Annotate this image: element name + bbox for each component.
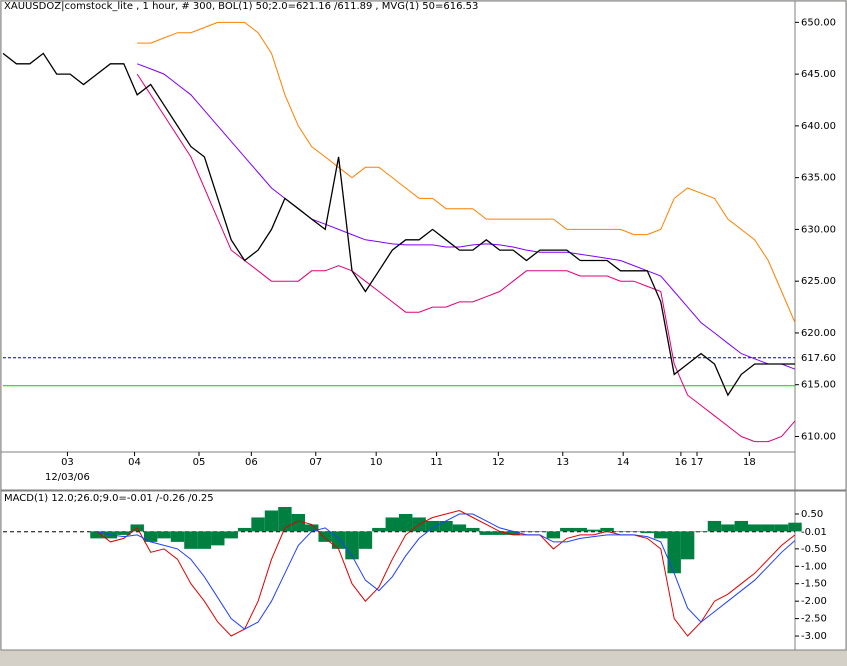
histogram-bar bbox=[291, 513, 306, 532]
histogram-bar bbox=[358, 531, 373, 549]
histogram-bar bbox=[372, 527, 386, 532]
x-tick-label: 10 bbox=[370, 457, 383, 468]
histogram-bar bbox=[774, 524, 789, 532]
x-tick-label: 16 bbox=[675, 457, 688, 468]
y-tick-label: 650.00 bbox=[801, 17, 836, 28]
histogram-bar bbox=[211, 531, 225, 546]
histogram-bar bbox=[546, 531, 561, 539]
histogram-bar bbox=[519, 531, 534, 532]
x-tick-label: 17 bbox=[691, 457, 704, 468]
header-text: /0.25 bbox=[188, 493, 214, 504]
histogram-bar bbox=[305, 524, 319, 532]
y-tick-label: -1.50 bbox=[801, 579, 827, 590]
indicator-line bbox=[137, 21, 796, 323]
histogram-bar bbox=[694, 531, 708, 532]
y-tick-label: -2.50 bbox=[801, 614, 827, 625]
histogram-bar bbox=[399, 513, 413, 532]
x-tick-label: 03 bbox=[61, 457, 74, 468]
histogram-bar bbox=[170, 531, 185, 542]
x-tick-label: 04 bbox=[128, 457, 141, 468]
y-tick-label: 615.00 bbox=[801, 380, 836, 391]
histogram-bar bbox=[680, 531, 695, 560]
histogram-bar bbox=[721, 524, 735, 532]
histogram-bar bbox=[278, 506, 292, 532]
x-tick-label: 06 bbox=[245, 457, 258, 468]
indicator-line bbox=[137, 63, 796, 370]
price-label: 617.60 bbox=[801, 353, 836, 364]
histogram-bar bbox=[197, 531, 212, 549]
histogram-bar bbox=[264, 510, 279, 532]
histogram-bar bbox=[466, 527, 480, 532]
y-tick-label: -3.00 bbox=[801, 631, 827, 642]
histogram-bar bbox=[492, 531, 507, 535]
histogram-bar bbox=[331, 531, 346, 549]
y-tick-label: 640.00 bbox=[801, 121, 836, 132]
histogram-bar bbox=[533, 531, 547, 532]
y-tick-label: -1.00 bbox=[801, 561, 827, 572]
histogram-bar bbox=[748, 524, 762, 532]
histogram-bar bbox=[318, 531, 332, 542]
histogram-bar bbox=[439, 520, 453, 532]
header-text: /-0.26 bbox=[156, 493, 185, 504]
y-tick-label: 625.00 bbox=[801, 276, 836, 287]
date-label: 12/03/06 bbox=[45, 472, 90, 483]
histogram-bar bbox=[479, 531, 493, 535]
y-tick-label: 610.00 bbox=[801, 431, 836, 442]
histogram-bar bbox=[734, 520, 749, 532]
histogram-bar bbox=[600, 527, 614, 532]
histogram-bar bbox=[761, 524, 775, 532]
x-tick-label: 11 bbox=[430, 457, 443, 468]
histogram-bar bbox=[237, 527, 252, 532]
y-tick-label: -2.00 bbox=[801, 596, 827, 607]
histogram-bar bbox=[788, 522, 802, 532]
histogram-bar bbox=[654, 531, 668, 539]
y-tick-label: 635.00 bbox=[801, 173, 836, 184]
x-tick-label: 14 bbox=[617, 457, 630, 468]
macd-line bbox=[96, 513, 796, 630]
histogram-bar bbox=[90, 531, 104, 539]
histogram-bar bbox=[573, 527, 587, 532]
histogram-bar bbox=[157, 531, 171, 539]
y-tick-label: 645.00 bbox=[801, 69, 836, 80]
x-tick-label: 18 bbox=[743, 457, 756, 468]
macd-panel bbox=[0, 490, 847, 651]
x-tick-label: 07 bbox=[309, 457, 322, 468]
histogram-bar bbox=[560, 527, 574, 532]
histogram-bar bbox=[506, 531, 520, 535]
x-tick-label: 12 bbox=[492, 457, 505, 468]
histogram-bar bbox=[667, 531, 681, 574]
histogram-bar bbox=[345, 531, 359, 560]
histogram-bar bbox=[613, 531, 628, 532]
histogram-bar bbox=[586, 529, 601, 532]
histogram-bar bbox=[251, 517, 265, 532]
x-tick-label: 05 bbox=[193, 457, 206, 468]
histogram-bar bbox=[224, 531, 238, 539]
macd-line bbox=[96, 509, 796, 637]
histogram-bar bbox=[640, 531, 655, 534]
zero-label: -0.01 bbox=[801, 527, 827, 538]
histogram-bar bbox=[385, 517, 399, 532]
header-text: , MVG(1) 50=616.53 bbox=[375, 1, 478, 12]
histogram-bar bbox=[452, 524, 467, 532]
y-tick-label: 620.00 bbox=[801, 328, 836, 339]
header-text: XAUUSDOZ|comstock_lite , 1 hour, # 300, bbox=[4, 1, 215, 12]
y-tick-label: 0.50 bbox=[801, 509, 823, 520]
price-label-bg bbox=[797, 351, 845, 364]
y-tick-label: 630.00 bbox=[801, 224, 836, 235]
y-tick-label: -0.50 bbox=[801, 544, 827, 555]
indicator-line bbox=[136, 73, 796, 443]
header-text: /611.89 bbox=[334, 1, 372, 12]
header-text: BOL(1) 50;2.0=621.16 bbox=[218, 1, 331, 12]
histogram-bar bbox=[425, 520, 440, 532]
header-text: MACD(1) 12.0;26.0;9.0=-0.01 bbox=[4, 493, 153, 504]
histogram-bar bbox=[184, 531, 198, 549]
histogram-bar bbox=[143, 531, 158, 542]
x-tick-label: 13 bbox=[556, 457, 569, 468]
price-line bbox=[2, 52, 795, 397]
histogram-bar bbox=[117, 531, 131, 535]
histogram-bar bbox=[707, 520, 722, 532]
histogram-bar bbox=[627, 531, 641, 532]
